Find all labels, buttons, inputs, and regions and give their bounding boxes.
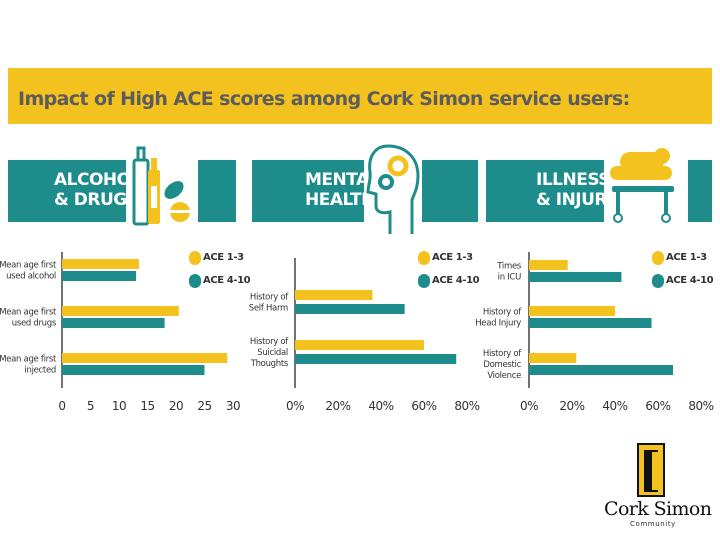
bar-ace-low [62,259,139,269]
category-label: Mean age first used drugs [0,308,57,329]
logo-subtitle: Community [630,520,676,528]
panel-header-alcohol-drugs [8,160,236,222]
category-label: History of Self Harm [249,293,290,314]
x-tick-label: 80% [688,399,713,413]
x-tick-label: 60% [411,399,436,413]
cork-simon-logo [637,443,665,497]
legend-dot-ace-high [189,274,201,288]
legend-label-ace-high: ACE 4-10 [666,275,714,286]
legend-dot-ace-low [652,251,664,265]
bottles-pills-icon [132,146,190,226]
legend-label-ace-low: ACE 1-3 [432,252,473,263]
x-tick-label: 5 [87,399,94,413]
bar-ace-high [62,318,165,328]
x-tick-label: 20% [325,399,350,413]
bar-ace-high [295,354,457,364]
legend-label-ace-low: ACE 1-3 [666,252,707,263]
panel-title-mental-health: MENTAL HEALTH [305,170,380,210]
bar-ace-high [529,365,674,375]
x-tick-label: 25 [197,399,211,413]
x-tick-label: 80% [454,399,479,413]
title-banner [8,68,712,124]
x-tick-label: 40% [368,399,393,413]
page-title: Impact of High ACE scores among Cork Sim… [18,88,630,110]
x-tick-label: 20% [559,399,584,413]
legend-label-ace-high: ACE 4-10 [432,275,480,286]
category-label: History of Suicidal Thoughts [250,337,290,369]
x-tick-label: 0% [520,399,538,413]
x-tick-label: 40% [602,399,627,413]
category-label: Mean age first injected [0,355,57,376]
bar-ace-low [529,306,615,316]
legend-dot-ace-low [418,251,430,265]
panel-title-illness-injury: ILLNESS & INJURY [536,170,618,210]
logo-wordmark: Cork Simon [604,498,712,520]
category-label: Times in ICU [496,262,522,283]
panel-title-alcohol-drugs: ALCOHOL & DRUGS [54,170,141,210]
legend-dot-ace-high [652,274,664,288]
x-tick-label: 0% [286,399,304,413]
bar-ace-high [295,304,405,314]
x-tick-label: 20 [169,399,183,413]
bar-ace-high [529,272,622,282]
x-tick-label: 15 [140,399,154,413]
x-tick-label: 0 [58,399,65,413]
bar-ace-high [62,271,137,281]
bar-ace-low [295,290,373,300]
bar-ace-low [295,340,424,350]
legend-dot-ace-low [189,251,201,265]
bar-ace-low [62,306,179,316]
bar-ace-low [62,353,228,363]
category-label: History of Domestic Violence [483,349,522,381]
x-tick-label: 30 [226,399,240,413]
legend-label-ace-low: ACE 1-3 [203,252,244,263]
legend-dot-ace-high [418,274,430,288]
head-gear-icon [366,144,420,234]
legend-label-ace-high: ACE 4-10 [203,275,251,286]
bar-ace-low [529,353,577,363]
hospital-bed-icon [610,148,674,223]
x-tick-label: 10 [112,399,126,413]
bar-ace-high [62,365,205,375]
category-label: Mean age first used alcohol [0,261,57,282]
x-tick-label: 60% [645,399,670,413]
category-label: History of Head Injury [475,308,522,329]
bar-ace-low [529,260,568,270]
bar-ace-high [529,318,652,328]
